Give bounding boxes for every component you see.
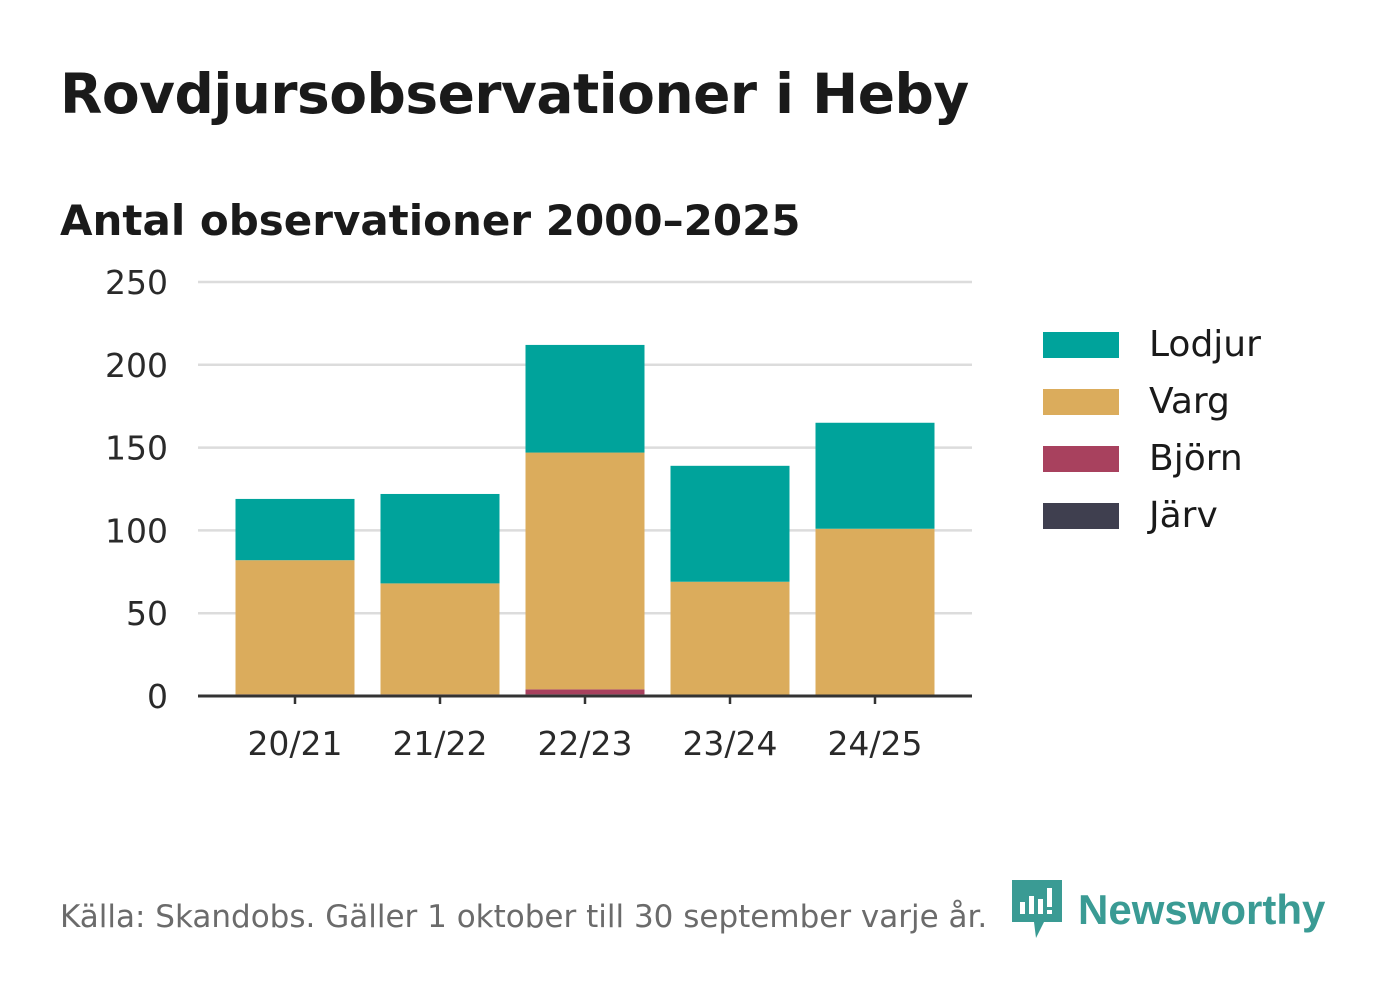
bar-varg-21-22: [380, 583, 500, 695]
bar-björn-22-23: [525, 689, 645, 695]
axes: 0 50 100 150 200 250 20/21 21/22 22/23 23/24 24/25: [105, 263, 972, 763]
bar-lodjur-21-22: [380, 493, 500, 584]
brand-logo[interactable]: Newsworthy: [1012, 880, 1325, 940]
y-tick-label: 50: [126, 594, 168, 633]
chart-subtitle: Antal observationer 2000–2025: [60, 196, 801, 245]
legend-item-lodjur: Lodjur: [1043, 316, 1261, 373]
legend-swatch-jarv: [1043, 502, 1119, 529]
legend-item-jarv: Järv: [1043, 487, 1261, 544]
y-tick-label: 150: [105, 429, 168, 468]
bar-varg-20-21: [235, 560, 355, 695]
bar-lodjur-22-23: [525, 344, 645, 453]
bar-varg-24-25: [815, 528, 935, 696]
legend-swatch-varg: [1043, 388, 1119, 415]
legend: Lodjur Varg Björn Järv: [1043, 316, 1261, 544]
bar-lodjur-20-21: [235, 498, 355, 561]
y-tick-label: 0: [147, 677, 168, 716]
y-tick-label: 200: [105, 346, 168, 385]
legend-label-jarv: Järv: [1149, 495, 1218, 536]
x-tick-label: 22/23: [537, 724, 632, 763]
x-tick-label: 24/25: [827, 724, 922, 763]
bar-lodjur-24-25: [815, 422, 935, 529]
bar-lodjur-23-24: [670, 465, 790, 582]
legend-label-lodjur: Lodjur: [1149, 324, 1261, 365]
y-tick-label: 250: [105, 263, 168, 302]
brand-name: Newsworthy: [1078, 886, 1326, 933]
x-tick-label: 21/22: [392, 724, 487, 763]
x-tick-label: 23/24: [682, 724, 777, 763]
legend-label-varg: Varg: [1149, 381, 1230, 422]
legend-swatch-lodjur: [1043, 331, 1119, 358]
y-tick-label: 100: [105, 511, 168, 550]
x-tick-label: 20/21: [247, 724, 342, 763]
chart-title: Rovdjursobservationer i Heby: [60, 62, 969, 126]
bar-varg-22-23: [525, 452, 645, 690]
legend-item-varg: Varg: [1043, 373, 1261, 430]
bar-chart-speech-bubble-icon: [1012, 880, 1062, 938]
legend-swatch-bjorn: [1043, 445, 1119, 472]
bars: [235, 344, 935, 696]
bar-varg-23-24: [670, 581, 790, 696]
legend-item-bjorn: Björn: [1043, 430, 1261, 487]
legend-label-bjorn: Björn: [1149, 438, 1243, 479]
source-note: Källa: Skandobs. Gäller 1 oktober till 3…: [60, 899, 988, 935]
